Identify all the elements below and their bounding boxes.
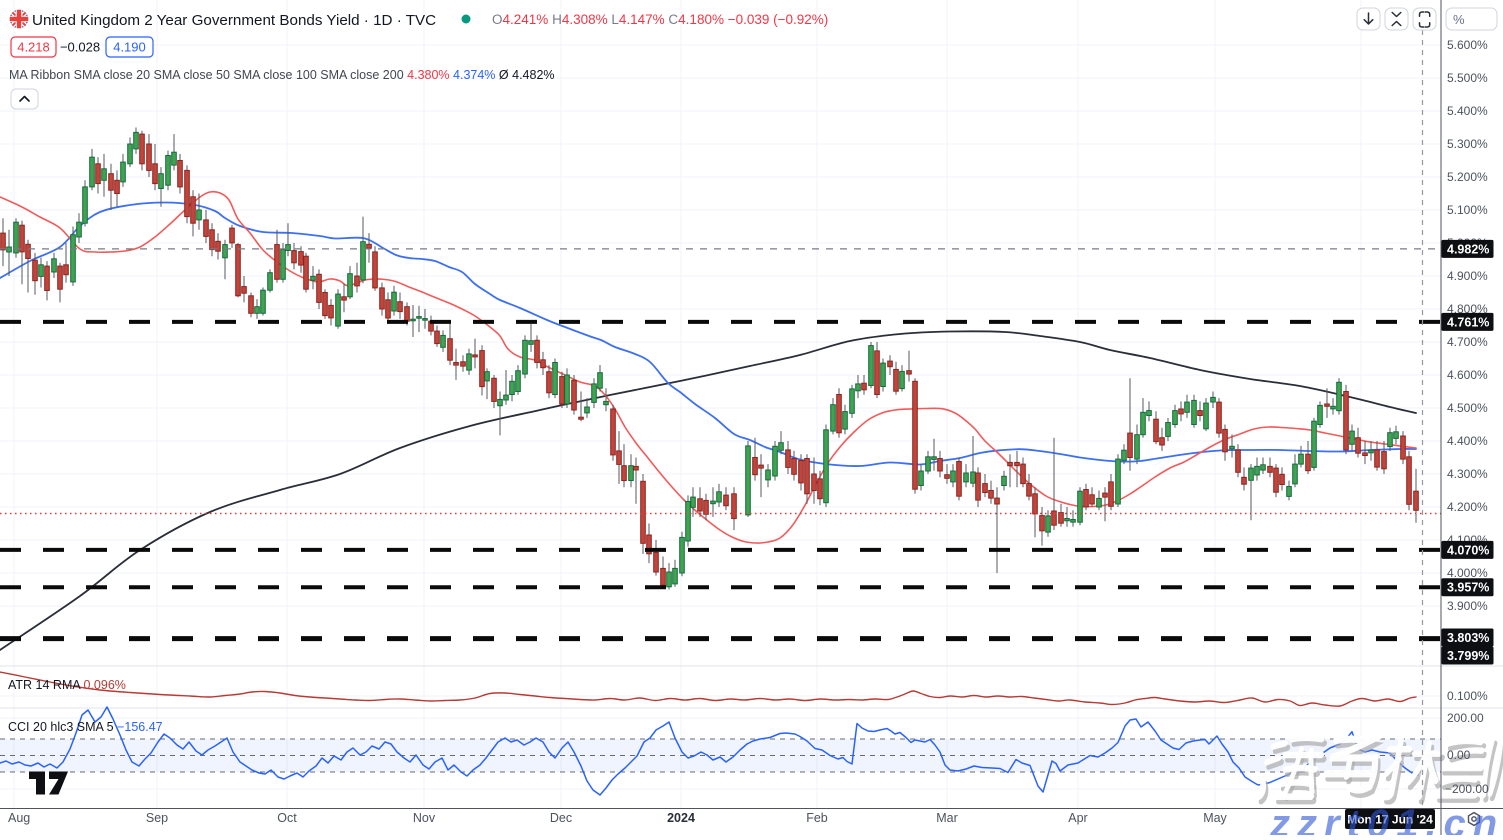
svg-text:0.100%: 0.100% bbox=[1447, 689, 1488, 703]
svg-text:5.500%: 5.500% bbox=[1447, 71, 1488, 85]
svg-text:5.300%: 5.300% bbox=[1447, 137, 1488, 151]
svg-text:3.900%: 3.900% bbox=[1447, 599, 1488, 613]
svg-text:4.070%: 4.070% bbox=[1447, 543, 1489, 557]
svg-text:4.500%: 4.500% bbox=[1447, 401, 1488, 415]
svg-text:ATR 14 RMA 0.096%: ATR 14 RMA 0.096% bbox=[8, 678, 126, 692]
svg-text:4.000%: 4.000% bbox=[1447, 566, 1488, 580]
svg-text:Mon 17 Jun '24: Mon 17 Jun '24 bbox=[1347, 813, 1433, 827]
svg-text:2024: 2024 bbox=[667, 811, 695, 825]
svg-text:3.803%: 3.803% bbox=[1447, 631, 1489, 645]
svg-text:Feb: Feb bbox=[806, 811, 828, 825]
svg-text:United Kingdom 2 Year Governme: United Kingdom 2 Year Government Bonds Y… bbox=[32, 12, 436, 29]
svg-text:3.799%: 3.799% bbox=[1447, 649, 1489, 663]
svg-text:zzrt01.cn: zzrt01.cn bbox=[1269, 802, 1503, 835]
svg-text:4.300%: 4.300% bbox=[1447, 467, 1488, 481]
svg-text:Apr: Apr bbox=[1068, 811, 1087, 825]
svg-text:4.761%: 4.761% bbox=[1447, 315, 1489, 329]
svg-text:4.982%: 4.982% bbox=[1447, 242, 1489, 256]
svg-text:5.100%: 5.100% bbox=[1447, 203, 1488, 217]
svg-text:4.400%: 4.400% bbox=[1447, 434, 1488, 448]
svg-text:Oct: Oct bbox=[277, 811, 297, 825]
svg-text:4.600%: 4.600% bbox=[1447, 368, 1488, 382]
svg-text:Sep: Sep bbox=[146, 811, 168, 825]
svg-text:Aug: Aug bbox=[8, 811, 30, 825]
svg-text:O4.241% H4.308% L4.147% C4.180: O4.241% H4.308% L4.147% C4.180% −0.039 (… bbox=[492, 12, 828, 27]
svg-text:0.00: 0.00 bbox=[1447, 748, 1471, 762]
svg-text:5.200%: 5.200% bbox=[1447, 170, 1488, 184]
svg-text:4.190: 4.190 bbox=[113, 40, 146, 55]
svg-text:−0.028: −0.028 bbox=[60, 40, 100, 55]
svg-text:5.400%: 5.400% bbox=[1447, 104, 1488, 118]
svg-text:CCI 20 hlc3 SMA 5 −156.47: CCI 20 hlc3 SMA 5 −156.47 bbox=[8, 720, 163, 734]
svg-text:200.00: 200.00 bbox=[1447, 711, 1484, 725]
svg-text:Nov: Nov bbox=[413, 811, 436, 825]
svg-text:4.218: 4.218 bbox=[17, 40, 50, 55]
svg-text:4.700%: 4.700% bbox=[1447, 335, 1488, 349]
svg-text:May: May bbox=[1203, 811, 1227, 825]
svg-text:−200.00: −200.00 bbox=[1445, 782, 1489, 796]
svg-text:4.900%: 4.900% bbox=[1447, 269, 1488, 283]
svg-text:Mar: Mar bbox=[936, 811, 958, 825]
svg-text:MA Ribbon SMA close 20 SMA clo: MA Ribbon SMA close 20 SMA close 50 SMA … bbox=[9, 68, 555, 82]
svg-text:4.800%: 4.800% bbox=[1447, 302, 1488, 316]
svg-text:3.957%: 3.957% bbox=[1447, 581, 1489, 595]
svg-text:5.600%: 5.600% bbox=[1447, 38, 1488, 52]
svg-text:%: % bbox=[1453, 12, 1465, 27]
svg-text:4.200%: 4.200% bbox=[1447, 500, 1488, 514]
svg-text:Dec: Dec bbox=[550, 811, 572, 825]
